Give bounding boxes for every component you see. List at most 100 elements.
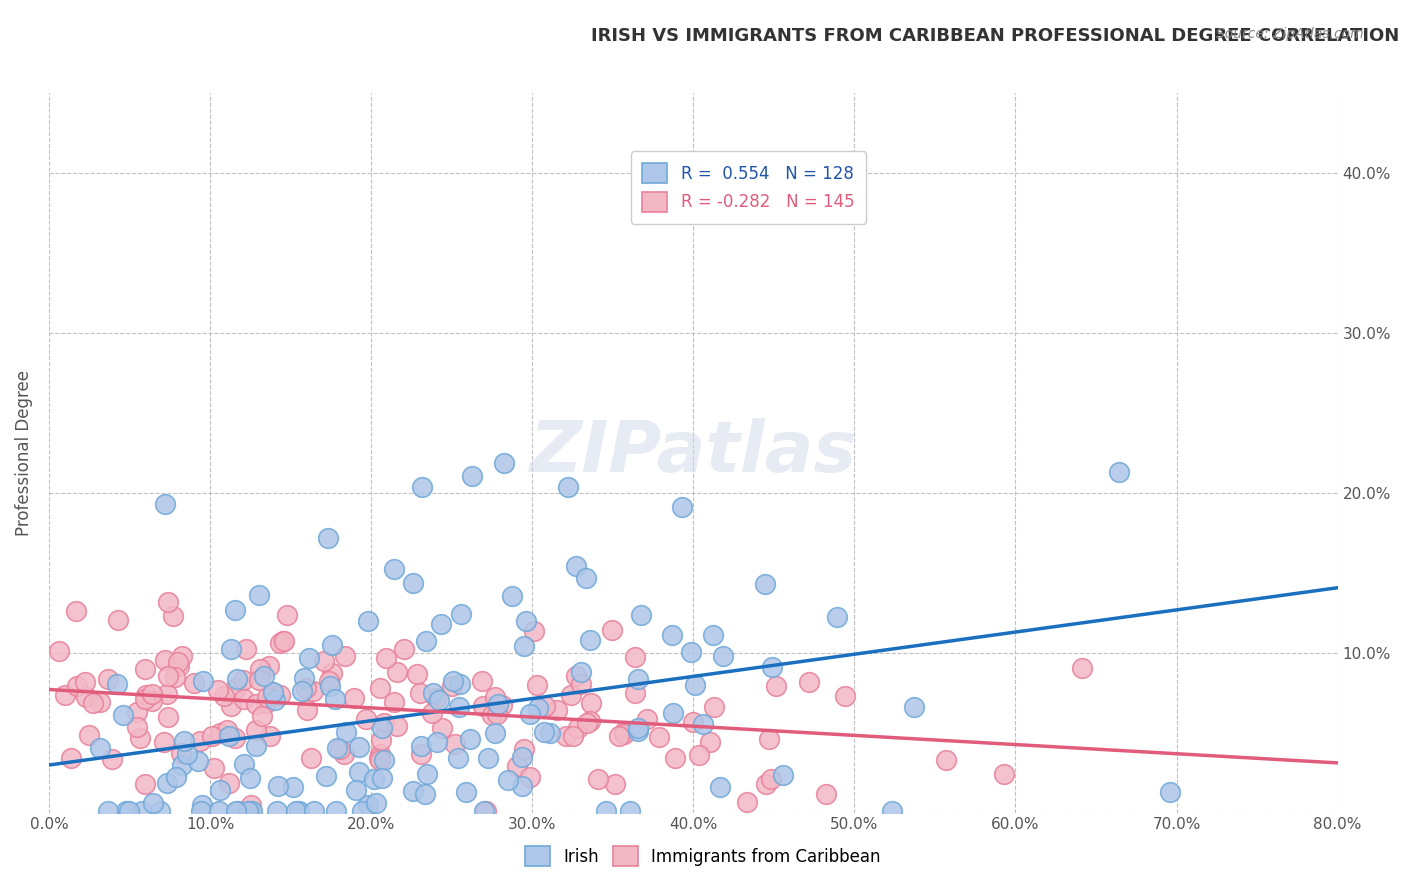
Point bbox=[240, 797, 263, 812]
Point bbox=[266, 804, 288, 818]
Point bbox=[329, 741, 352, 756]
Point bbox=[153, 734, 176, 748]
Point bbox=[430, 616, 453, 631]
Point bbox=[475, 804, 498, 818]
Point bbox=[153, 497, 176, 511]
Point bbox=[157, 710, 180, 724]
Point bbox=[827, 609, 849, 624]
Point bbox=[209, 726, 232, 740]
Point bbox=[385, 719, 408, 733]
Point bbox=[772, 767, 794, 781]
Point bbox=[134, 662, 156, 676]
Point bbox=[759, 772, 782, 787]
Point bbox=[554, 729, 576, 743]
Point bbox=[626, 723, 648, 738]
Point bbox=[371, 771, 394, 785]
Point bbox=[461, 469, 484, 483]
Point bbox=[219, 699, 242, 714]
Point bbox=[48, 644, 70, 658]
Point bbox=[711, 649, 734, 664]
Point bbox=[471, 673, 494, 688]
Point bbox=[557, 480, 579, 494]
Point bbox=[519, 707, 541, 722]
Point bbox=[291, 683, 314, 698]
Point bbox=[325, 804, 347, 818]
Point bbox=[202, 761, 225, 775]
Point bbox=[247, 673, 270, 687]
Point bbox=[679, 645, 702, 659]
Point bbox=[526, 678, 548, 692]
Point bbox=[527, 700, 550, 714]
Point bbox=[253, 668, 276, 682]
Point bbox=[167, 655, 190, 669]
Point bbox=[624, 650, 647, 665]
Point bbox=[176, 747, 198, 761]
Point bbox=[382, 695, 405, 709]
Point bbox=[477, 751, 499, 765]
Point bbox=[162, 609, 184, 624]
Point bbox=[382, 562, 405, 576]
Point bbox=[450, 607, 472, 621]
Point bbox=[392, 642, 415, 657]
Point bbox=[156, 687, 179, 701]
Point bbox=[53, 688, 76, 702]
Point bbox=[371, 722, 394, 736]
Point bbox=[190, 804, 212, 818]
Point bbox=[456, 785, 478, 799]
Point bbox=[131, 804, 153, 818]
Point bbox=[242, 804, 264, 818]
Point bbox=[370, 732, 392, 747]
Point bbox=[218, 776, 240, 790]
Point bbox=[219, 642, 242, 657]
Point bbox=[702, 628, 724, 642]
Point bbox=[321, 638, 343, 652]
Point bbox=[292, 671, 315, 685]
Point bbox=[156, 775, 179, 789]
Point bbox=[295, 681, 318, 695]
Point bbox=[207, 682, 229, 697]
Point bbox=[245, 698, 267, 712]
Point bbox=[512, 750, 534, 764]
Point bbox=[232, 692, 254, 706]
Text: Source: ZipAtlas.com: Source: ZipAtlas.com bbox=[1216, 27, 1364, 41]
Text: ZIPatlas: ZIPatlas bbox=[530, 418, 858, 487]
Point bbox=[630, 607, 652, 622]
Point bbox=[375, 650, 398, 665]
Point bbox=[420, 706, 443, 721]
Point bbox=[201, 729, 224, 743]
Legend: R =  0.554   N = 128, R = -0.282   N = 145: R = 0.554 N = 128, R = -0.282 N = 145 bbox=[631, 152, 866, 224]
Point bbox=[814, 788, 837, 802]
Point bbox=[276, 608, 298, 623]
Point bbox=[534, 698, 557, 713]
Point bbox=[165, 770, 187, 784]
Point bbox=[135, 688, 157, 702]
Point bbox=[259, 729, 281, 743]
Point bbox=[207, 804, 229, 818]
Point bbox=[441, 679, 464, 693]
Point bbox=[581, 696, 603, 710]
Point bbox=[326, 740, 349, 755]
Point bbox=[623, 686, 645, 700]
Point bbox=[373, 753, 395, 767]
Point bbox=[356, 798, 378, 813]
Point bbox=[191, 674, 214, 689]
Point bbox=[416, 766, 439, 780]
Point bbox=[267, 779, 290, 793]
Point bbox=[688, 748, 710, 763]
Point bbox=[411, 747, 433, 762]
Point bbox=[496, 773, 519, 788]
Point bbox=[426, 735, 449, 749]
Point bbox=[491, 698, 513, 712]
Point bbox=[1071, 661, 1094, 675]
Point bbox=[79, 727, 101, 741]
Point bbox=[264, 693, 287, 707]
Point bbox=[429, 693, 451, 707]
Point bbox=[709, 780, 731, 795]
Point bbox=[65, 604, 87, 618]
Point bbox=[273, 634, 295, 648]
Point bbox=[368, 681, 391, 695]
Point bbox=[754, 576, 776, 591]
Point bbox=[761, 659, 783, 673]
Point bbox=[325, 692, 347, 706]
Point bbox=[142, 797, 165, 811]
